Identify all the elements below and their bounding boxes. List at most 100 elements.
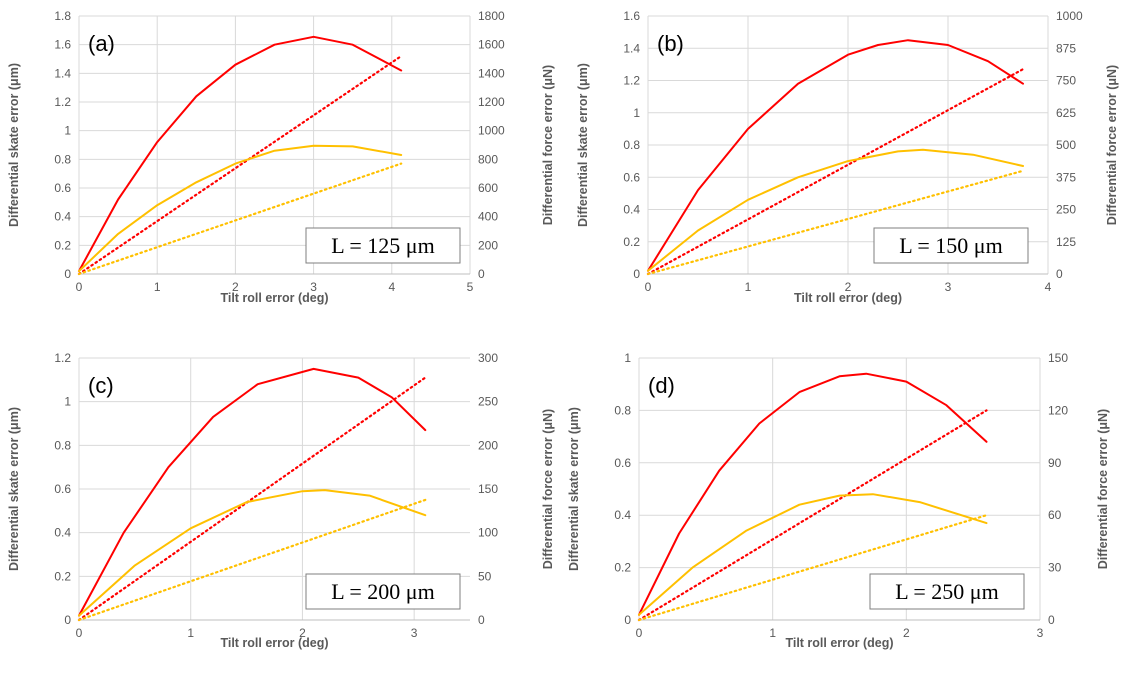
y2-tick-label: 750 — [1056, 74, 1076, 88]
y2-tick-label: 0 — [478, 613, 485, 627]
y2-tick-label: 800 — [478, 152, 498, 166]
series-line-3 — [77, 498, 427, 622]
series-line-1 — [646, 68, 1025, 276]
y-tick-label: 0.8 — [54, 438, 71, 452]
y2-tick-label: 875 — [1056, 41, 1076, 55]
y-tick-label: 0.2 — [54, 569, 71, 583]
length-label: L = 150 μm — [899, 233, 1002, 258]
y2-axis-label: Differential force error (μN) — [541, 409, 555, 569]
y-axis-label: Differential skate error (μm) — [576, 63, 590, 227]
y2-tick-label: 1200 — [478, 95, 505, 109]
length-label: L = 200 μm — [331, 579, 434, 604]
series-line-0 — [78, 367, 427, 617]
y2-tick-label: 120 — [1048, 403, 1068, 417]
y2-tick-label: 375 — [1056, 170, 1076, 184]
x-tick-label: 3 — [945, 280, 952, 294]
x-axis-label: Tilt roll error (deg) — [220, 291, 328, 305]
y-tick-label: 0.6 — [623, 170, 640, 184]
x-tick-label: 0 — [636, 626, 643, 640]
length-label-box — [869, 573, 1025, 610]
y-axis-label: Differential skate error (μm) — [7, 63, 21, 227]
y2-tick-label: 0 — [1048, 613, 1055, 627]
y-tick-label: 1.4 — [623, 41, 640, 55]
y2-tick-label: 50 — [478, 569, 492, 583]
series-line-1 — [77, 376, 427, 622]
x-tick-label: 1 — [745, 280, 752, 294]
y-tick-label: 0.6 — [54, 181, 71, 195]
y-tick-label: 1.2 — [623, 74, 640, 88]
y2-axis-label: Differential force error (μN) — [541, 65, 555, 225]
y2-tick-label: 60 — [1048, 508, 1062, 522]
x-tick-label: 1 — [769, 626, 776, 640]
x-axis-label: Tilt roll error (deg) — [220, 636, 328, 650]
y2-tick-label: 625 — [1056, 106, 1076, 120]
x-tick-label: 5 — [467, 280, 474, 294]
y-tick-label: 0.4 — [614, 508, 631, 522]
y2-tick-label: 1000 — [1056, 9, 1083, 23]
x-tick-label: 4 — [388, 280, 395, 294]
y-axis-label: Differential skate error (μm) — [567, 407, 581, 571]
y-tick-label: 1.8 — [54, 9, 71, 23]
y2-tick-label: 0 — [478, 267, 485, 281]
y-tick-label: 0.4 — [623, 203, 640, 217]
y-tick-label: 1.6 — [54, 38, 71, 52]
y-tick-label: 1 — [64, 395, 71, 409]
y-tick-label: 1.6 — [623, 9, 640, 23]
series-line-3 — [637, 514, 988, 622]
length-label-box — [873, 227, 1029, 264]
y2-tick-label: 250 — [1056, 203, 1076, 217]
y-tick-label: 1 — [624, 351, 631, 365]
series-line-0 — [78, 35, 403, 273]
series-line-2 — [647, 148, 1024, 272]
y2-tick-label: 1400 — [478, 66, 505, 80]
y2-tick-label: 1600 — [478, 38, 505, 52]
y-tick-label: 1 — [64, 124, 71, 138]
y-tick-label: 0.2 — [54, 238, 71, 252]
x-tick-label: 0 — [76, 280, 83, 294]
y-tick-label: 0.8 — [614, 403, 631, 417]
series-line-2 — [638, 493, 988, 616]
x-tick-label: 2 — [845, 280, 852, 294]
y2-tick-label: 0 — [1056, 267, 1063, 281]
y-tick-label: 1.2 — [54, 351, 71, 365]
panel-label: (d) — [648, 373, 675, 398]
series-line-3 — [646, 169, 1025, 276]
x-tick-label: 3 — [411, 626, 418, 640]
y2-tick-label: 250 — [478, 395, 498, 409]
y-tick-label: 1 — [633, 106, 640, 120]
y-tick-label: 0 — [64, 613, 71, 627]
x-tick-label: 2 — [232, 280, 239, 294]
series-line-1 — [77, 55, 403, 276]
y2-tick-label: 100 — [478, 526, 498, 540]
y-tick-label: 0.8 — [54, 152, 71, 166]
length-label-box — [305, 227, 461, 264]
y-tick-label: 0 — [624, 613, 631, 627]
y-tick-label: 0 — [633, 267, 640, 281]
x-axis-label: Tilt roll error (deg) — [785, 636, 893, 650]
y2-tick-label: 30 — [1048, 561, 1062, 575]
y-tick-label: 0.4 — [54, 526, 71, 540]
series-line-2 — [78, 489, 427, 617]
y-tick-label: 0.2 — [623, 235, 640, 249]
y-tick-label: 0.4 — [54, 210, 71, 224]
y2-axis-label: Differential force error (μN) — [1096, 409, 1110, 569]
length-label: L = 250 μm — [895, 579, 998, 604]
x-tick-label: 3 — [310, 280, 317, 294]
panel-label: (c) — [88, 373, 114, 398]
panel-label: (a) — [88, 31, 115, 56]
x-tick-label: 1 — [154, 280, 161, 294]
y-tick-label: 0.6 — [614, 456, 631, 470]
y-tick-label: 1.2 — [54, 95, 71, 109]
y-tick-label: 0.8 — [623, 138, 640, 152]
y-tick-label: 0.6 — [54, 482, 71, 496]
series-line-0 — [638, 372, 988, 616]
y2-tick-label: 300 — [478, 351, 498, 365]
y2-tick-label: 150 — [478, 482, 498, 496]
y2-axis-label: Differential force error (μN) — [1105, 65, 1119, 225]
y2-tick-label: 90 — [1048, 456, 1062, 470]
